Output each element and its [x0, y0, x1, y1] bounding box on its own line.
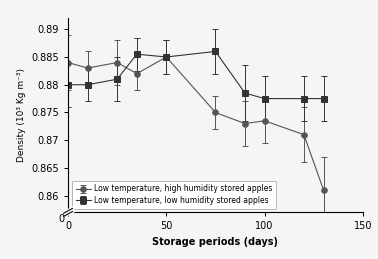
Text: 0: 0: [58, 214, 64, 224]
X-axis label: Storage periods (days): Storage periods (days): [152, 237, 279, 247]
Legend: Low temperature, high humidity stored apples, Low temperature, low humidity stor: Low temperature, high humidity stored ap…: [72, 181, 276, 208]
Y-axis label: Density (10³ Kg m⁻³): Density (10³ Kg m⁻³): [17, 68, 26, 162]
